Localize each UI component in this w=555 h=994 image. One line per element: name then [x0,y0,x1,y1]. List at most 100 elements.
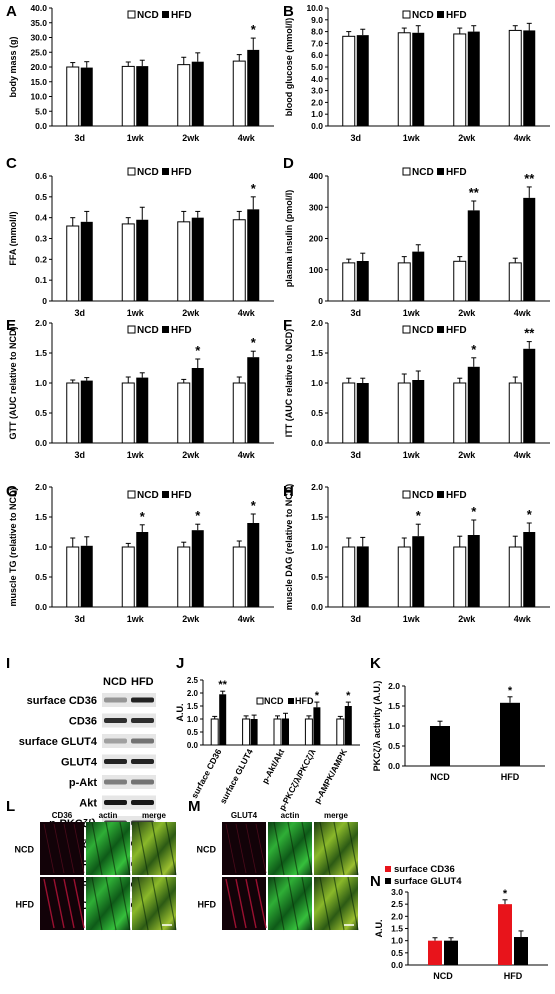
bar-ncd-2wk [177,64,191,127]
micrograph-image [40,822,84,875]
bar-NCD [430,726,450,766]
bar-surface-cd36 [498,904,512,965]
legend-swatch-ncd [127,490,136,499]
bar-hfd-4wk [247,49,260,126]
micrograph-stain-streak [245,823,257,874]
y-tick-label: 0.0 [311,438,323,448]
y-tick-label: 2.0 [187,689,199,698]
bar-ncd-4wk [232,382,246,444]
bar-hfd-3d [356,383,369,443]
bar-hfd-4wk [523,197,536,301]
micrograph-fiber-edge [287,821,299,876]
y-tick-label: 0.5 [187,728,199,737]
bar-ncd-1wk [121,546,135,608]
legend-swatch-ncd [127,10,136,19]
panel-B: B NCD HFD 0.0 1.0 2.03.0 4.0 5.0 6.0 7.08.0 9.0 10.… [283,3,550,143]
x-tick-label: 1wk [127,614,145,624]
blot-header-ncd: NCD [103,676,127,688]
micrograph-column-label: CD36 [52,811,73,820]
legend-label-hfd: HFD [446,325,467,336]
micrograph-row-label: NCD [197,845,217,855]
micrograph-stain-streak [53,823,65,874]
bar-ncd [210,718,219,746]
micrograph-fiber-edge [273,821,285,876]
y-tick-label: 1.0 [311,378,323,388]
bar-ncd-1wk [397,32,411,127]
legend-label-hfd: HFD [295,696,314,706]
y-tick-label: 0.0 [35,121,47,131]
micrograph-stain-streak [255,823,267,874]
significance-mark: * [503,888,508,900]
bar-hfd-4wk [523,348,536,443]
panel-F: F NCD HFD 0.0 0.5 1.0 1.5 2.0 ITT (AUC relative … [283,317,550,460]
y-tick-label: 2.0 [311,482,323,492]
significance-mark: * [471,504,477,519]
x-tick-label: 3d [74,614,85,624]
y-tick-label: 0.5 [388,741,400,751]
bar-surface-glut4 [514,937,528,965]
y-tick-label: 10.0 [306,3,323,13]
y-tick-label: 2.0 [388,681,400,691]
y-axis-title: body mass (g) [8,36,18,97]
y-tick-label: 0.0 [35,438,47,448]
panel-letter: A [6,3,17,20]
y-tick-label: 1.5 [311,512,323,522]
significance-mark: * [471,342,477,357]
blot-lane-bg [102,795,156,810]
bar-hfd-4wk [523,30,536,127]
micrograph-stain-streak [245,878,257,929]
blot-band [104,779,127,785]
panel-letter: H [283,483,294,500]
significance-mark: * [315,690,320,702]
micrograph-fiber-edge [347,876,359,931]
y-tick-label: 200 [309,234,323,244]
blot-row-label: GLUT4 [61,757,98,769]
significance-mark: * [140,509,146,524]
x-tick-label: 4wk [514,308,532,318]
legend-label-hfd: HFD [446,10,467,21]
y-tick-label: 0.5 [35,572,47,582]
y-tick-label: 1.0 [391,936,403,946]
blot-band [131,759,154,764]
blot-band [104,697,127,703]
y-tick-label: 300 [309,202,323,212]
blot-band [104,759,127,764]
x-tick-label: 1wk [403,450,421,460]
significance-mark: * [251,181,257,196]
micrograph-column-label: merge [142,811,167,820]
significance-mark: ** [469,185,480,200]
panel-K: K 0.0 0.5 1.0 1.5 2.0 PKCζ/λ activity (A.U.) NC… [370,655,545,782]
blot-header-hfd: HFD [131,676,154,688]
y-tick-label: 1.5 [388,701,400,711]
legend-swatch-hfd [437,491,444,498]
blot-lane-bg [102,693,156,707]
bar-surface-glut4 [444,940,458,965]
y-tick-label: 0.5 [35,408,47,418]
legend-label-hfd: HFD [171,325,192,336]
x-tick-label: 4wk [514,450,532,460]
bar-hfd-1wk [136,219,149,301]
bar-hfd-4wk [247,357,260,443]
micrograph-fiber-edge [333,821,345,876]
y-axis-title: blood glucose (mmol/l) [284,18,294,117]
panel-letter: D [283,155,294,172]
blot-lane-bg [102,775,156,789]
bar-hfd-2wk [191,217,204,301]
y-tick-label: 8.0 [311,27,323,37]
y-tick-label: 0.6 [35,171,47,181]
bar-hfd-1wk [136,66,149,126]
y-tick-label: 35.0 [30,18,47,28]
bar-ncd [304,718,313,746]
legend-swatch-ncd [402,10,411,19]
legend-label: surface GLUT4 [394,876,462,887]
panel-G: G NCD HFD 0.0 0.5 1.0 1.5 2.0 muscle TG (relativ… [6,482,274,624]
y-axis-title: A.U. [175,704,185,722]
x-tick-label: 4wk [514,614,532,624]
legend-swatch [385,878,391,884]
bar-hfd-3d [80,67,93,126]
y-tick-label: 9.0 [311,15,323,25]
blot-band [104,738,127,744]
bar-hfd [219,694,227,745]
x-tick-label: 1wk [403,308,421,318]
micrograph-row-label: NCD [15,845,35,855]
